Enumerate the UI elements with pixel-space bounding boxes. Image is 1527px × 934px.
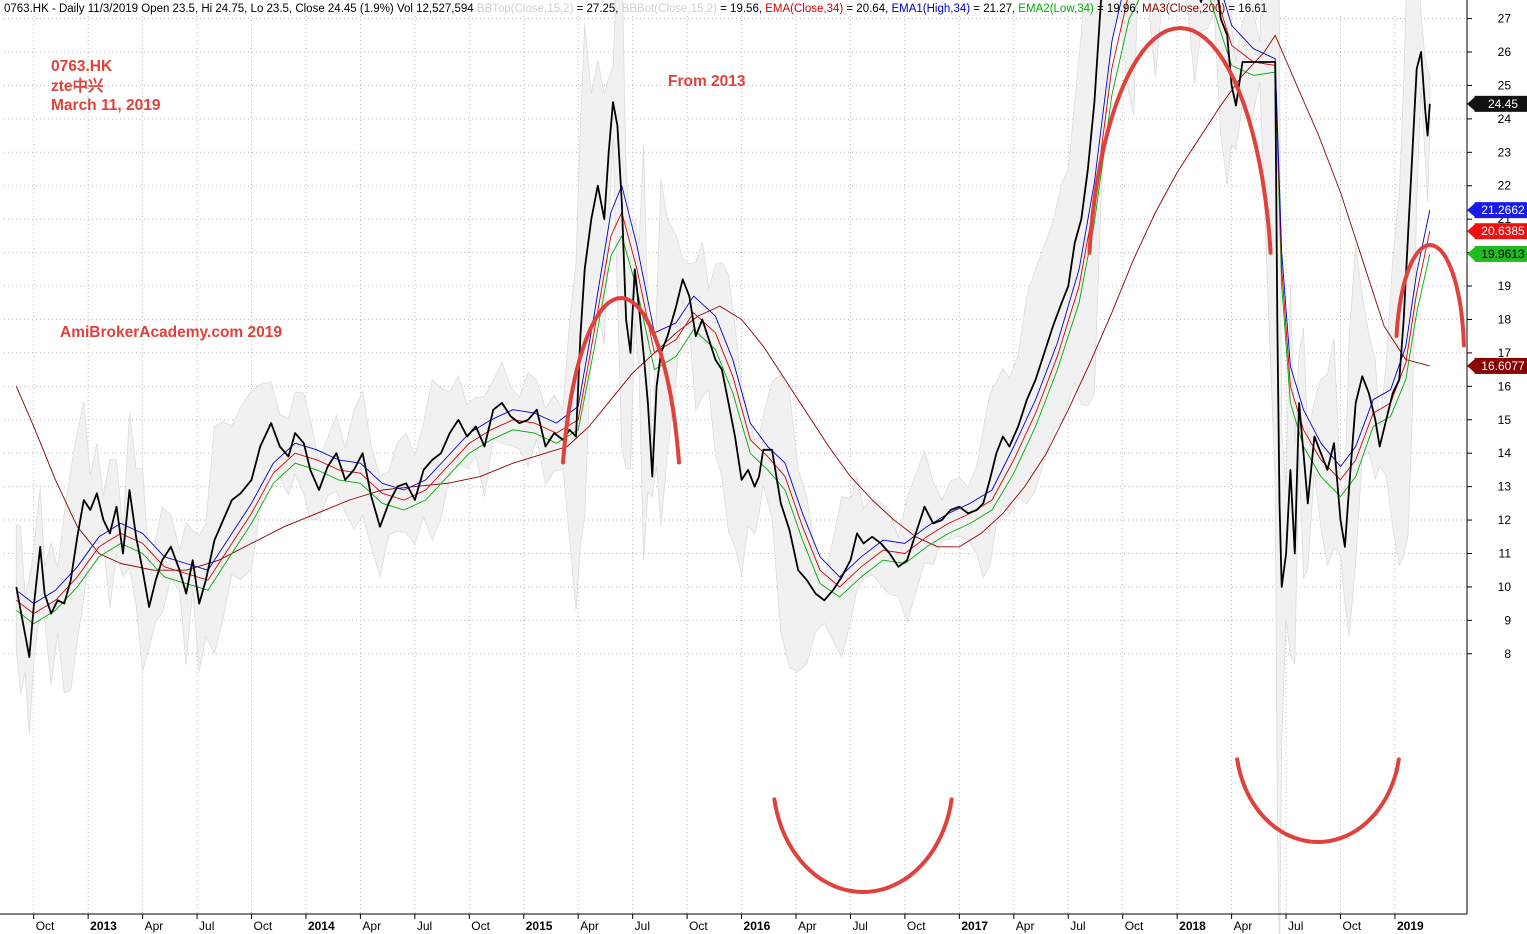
x-tick-label: Apr bbox=[1234, 919, 1253, 933]
x-tick-label: Oct bbox=[907, 919, 926, 933]
from-annotation: From 2013 bbox=[668, 73, 746, 90]
tag-box bbox=[1474, 95, 1527, 112]
y-tick-label: 16 bbox=[1498, 379, 1512, 393]
x-tick-label: Oct bbox=[689, 919, 708, 933]
tag-pointer bbox=[1467, 224, 1475, 239]
x-tick-label: 2017 bbox=[961, 919, 988, 933]
x-tick-label: Jul bbox=[1070, 919, 1085, 933]
y-tick-label: 14 bbox=[1498, 446, 1512, 460]
date-annotation: March 11, 2019 bbox=[51, 97, 161, 114]
x-tick-label: Apr bbox=[145, 919, 164, 933]
ma200-line bbox=[15, 34, 1430, 571]
x-tick-label: Oct bbox=[1125, 919, 1144, 933]
top-arc-2015 bbox=[561, 295, 681, 465]
x-tick-label: Jul bbox=[635, 919, 650, 933]
x-tick-label: Apr bbox=[1016, 919, 1035, 933]
last-value-tags: 24.45 21.2662 20.6385 19.9613 16.6077 bbox=[1467, 95, 1527, 374]
y-tick-label: 23 bbox=[1498, 145, 1512, 159]
tag-pointer bbox=[1467, 96, 1475, 111]
header-segment: = 19.96, bbox=[1094, 3, 1142, 15]
header-segment: MA3(Close,200) bbox=[1142, 3, 1225, 15]
bottom-arc-2018 bbox=[1235, 757, 1401, 845]
tag-box bbox=[1474, 357, 1527, 374]
header-segment: BBTop(Close,15,2) bbox=[477, 3, 574, 15]
tag-pointer bbox=[1467, 358, 1475, 373]
y-tick-label: 24 bbox=[1498, 112, 1512, 126]
x-tick-label: Jul bbox=[1288, 919, 1303, 933]
price-line bbox=[15, 0, 1431, 658]
last-value-tag: 20.6385 bbox=[1467, 223, 1527, 240]
x-tick-label: Oct bbox=[471, 919, 490, 933]
ticker-annotation: 0763.HK bbox=[51, 58, 113, 75]
y-tick-label: 27 bbox=[1498, 12, 1512, 26]
x-tick-label: 2016 bbox=[744, 919, 771, 933]
x-tick-label: Oct bbox=[36, 919, 55, 933]
header-segment: = 19.56, bbox=[717, 3, 765, 15]
x-tick-label: Apr bbox=[362, 919, 381, 933]
y-tick-label: 10 bbox=[1498, 580, 1512, 594]
tag-label: 16.6077 bbox=[1481, 359, 1525, 373]
y-tick-label: 9 bbox=[1504, 613, 1511, 627]
last-value-tag: 21.2662 bbox=[1467, 202, 1527, 219]
ema-low-line bbox=[16, 0, 1431, 625]
company-annotation: zte中兴 bbox=[51, 76, 104, 95]
last-value-tag: 16.6077 bbox=[1467, 357, 1527, 374]
x-tick-label: 2018 bbox=[1179, 919, 1206, 933]
watermark-annotation: AmiBrokerAcademy.com 2019 bbox=[60, 324, 282, 341]
tag-label: 19.9613 bbox=[1481, 247, 1525, 261]
header-segment: = 20.64, bbox=[843, 3, 891, 15]
last-value-tag: 24.45 bbox=[1467, 95, 1527, 112]
y-tick-label: 19 bbox=[1498, 279, 1512, 293]
y-tick-label: 26 bbox=[1498, 45, 1512, 59]
x-tick-label: 2013 bbox=[90, 919, 117, 933]
x-tick-label: 2015 bbox=[526, 919, 553, 933]
header-segment: = 21.27, bbox=[970, 3, 1018, 15]
y-tick-label: 17 bbox=[1498, 346, 1512, 360]
x-tick-label: Jul bbox=[199, 919, 214, 933]
tag-label: 21.2662 bbox=[1481, 203, 1525, 217]
y-tick-label: 11 bbox=[1499, 546, 1512, 560]
x-tick-label: Jul bbox=[852, 919, 867, 933]
x-tick-label: 2019 bbox=[1397, 919, 1424, 933]
tag-box bbox=[1474, 245, 1527, 262]
tag-label: 20.6385 bbox=[1481, 224, 1525, 238]
last-value-tag: 19.9613 bbox=[1467, 245, 1527, 262]
tag-pointer bbox=[1467, 203, 1475, 218]
y-tick-label: 25 bbox=[1498, 78, 1512, 92]
series-lines bbox=[15, 0, 1431, 658]
top-arc-2019 bbox=[1394, 242, 1466, 348]
tag-label: 24.45 bbox=[1488, 97, 1518, 111]
header-segment: EMA2(Low,34) bbox=[1018, 3, 1094, 15]
x-tick-label: Jul bbox=[417, 919, 432, 933]
x-tick-label: Oct bbox=[1343, 919, 1362, 933]
y-tick-label: 18 bbox=[1498, 312, 1512, 326]
y-tick-label: 22 bbox=[1498, 179, 1512, 193]
tag-box bbox=[1474, 223, 1527, 240]
y-tick-label: 8 bbox=[1504, 647, 1511, 661]
x-tick-label: Oct bbox=[254, 919, 273, 933]
tag-box bbox=[1474, 202, 1527, 219]
y-tick-label: 15 bbox=[1498, 413, 1512, 427]
bottom-arc-2016 bbox=[772, 797, 954, 895]
x-tick-label: Apr bbox=[798, 919, 817, 933]
header-segment: BBBot(Close,15,2) bbox=[622, 3, 717, 15]
x-tick-label: Apr bbox=[580, 919, 599, 933]
x-tick-label: 2014 bbox=[308, 919, 335, 933]
header-segment: = 16.61 bbox=[1225, 3, 1267, 15]
y-tick-label: 12 bbox=[1498, 513, 1512, 527]
ema-high-line bbox=[16, 0, 1431, 605]
chart-header: 0763.HK - Daily 11/3/2019 Open 23.5, Hi … bbox=[4, 3, 1267, 15]
header-segment: 0763.HK - Daily 11/3/2019 Open 23.5, Hi … bbox=[4, 3, 477, 15]
tag-pointer bbox=[1467, 246, 1475, 261]
ema-close-line bbox=[16, 0, 1431, 615]
pattern-arcs bbox=[561, 25, 1466, 895]
header-segment: EMA1(High,34) bbox=[891, 3, 970, 15]
y-tick-label: 13 bbox=[1498, 480, 1512, 494]
top-arc-2017 bbox=[1087, 25, 1273, 255]
header-segment: = 27.25, bbox=[573, 3, 621, 15]
header-segment: EMA(Close,34) bbox=[765, 3, 843, 15]
